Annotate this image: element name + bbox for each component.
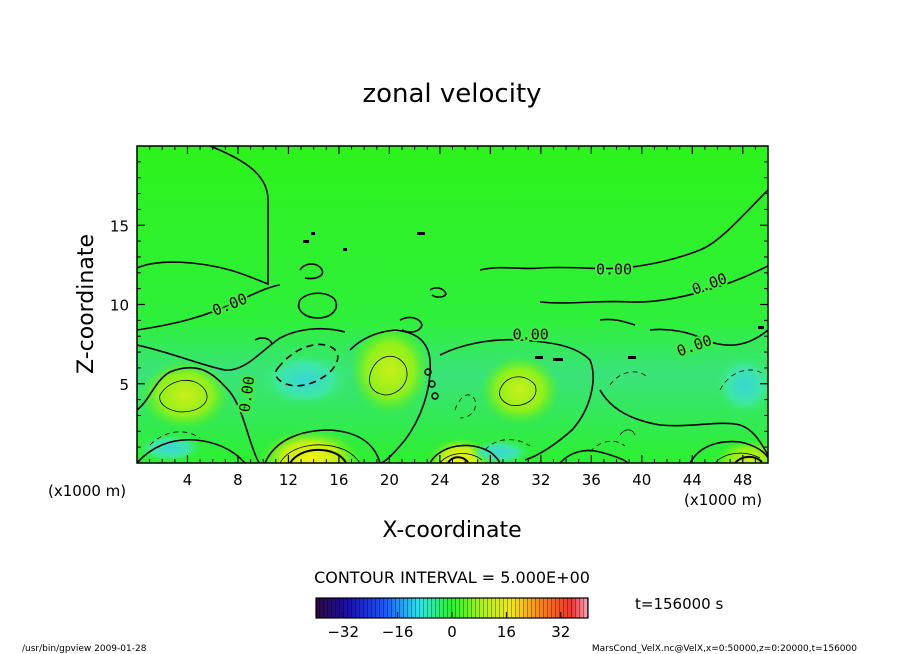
x-tick-label: 48 <box>733 471 752 489</box>
colorbar-tick-label: 32 <box>551 623 570 641</box>
colorbar-tick-label: 16 <box>497 623 516 641</box>
x-tick-label: 40 <box>632 471 651 489</box>
colorbar-tick-label: 0 <box>447 623 457 641</box>
x-unit-right: (x1000 m) <box>684 491 762 509</box>
x-tick-label: 4 <box>183 471 193 489</box>
time-label: t=156000 s <box>635 595 723 613</box>
x-tick-label: 24 <box>430 471 449 489</box>
footer-right: MarsCond_VelX.nc@VelX,x=0:50000,z=0:2000… <box>592 644 857 654</box>
x-tick-label: 28 <box>481 471 500 489</box>
color-bar-ticks: −32 −16 0 16 32 <box>327 612 570 641</box>
y-tick-label: 15 <box>110 217 129 235</box>
chart-title: zonal velocity <box>362 79 541 109</box>
contour-label: 0.00 <box>513 325 549 343</box>
x-tick-label: 44 <box>683 471 702 489</box>
x-tick-label: 16 <box>329 471 348 489</box>
x-tick-label: 20 <box>380 471 399 489</box>
y-tick-label: 10 <box>110 297 129 315</box>
y-axis: 5 10 15 <box>110 161 768 448</box>
colorbar-tick-label: −32 <box>327 623 359 641</box>
y-axis-label: Z-coordinate <box>74 234 99 374</box>
plot-field: 0.000.00 0.000.00 0.000.00 <box>137 146 768 463</box>
y-tick-label: 5 <box>119 376 129 394</box>
x-unit-left: (x1000 m) <box>48 482 126 500</box>
x-tick-label: 36 <box>582 471 601 489</box>
contour-label: 0.00 <box>235 375 258 413</box>
footer-left: /usr/bin/gpview 2009-01-28 <box>22 644 147 654</box>
colorbar-tick-label: −16 <box>382 623 414 641</box>
x-axis-label: X-coordinate <box>382 518 521 543</box>
x-tick-label: 32 <box>531 471 550 489</box>
contour-interval: CONTOUR INTERVAL = 5.000E+00 <box>314 568 590 587</box>
x-axis: 4 8 12 16 20 24 28 32 36 40 44 48 <box>149 146 769 489</box>
x-tick-label: 12 <box>279 471 298 489</box>
x-tick-label: 8 <box>233 471 243 489</box>
contour-label: 0.00 <box>596 260 632 278</box>
